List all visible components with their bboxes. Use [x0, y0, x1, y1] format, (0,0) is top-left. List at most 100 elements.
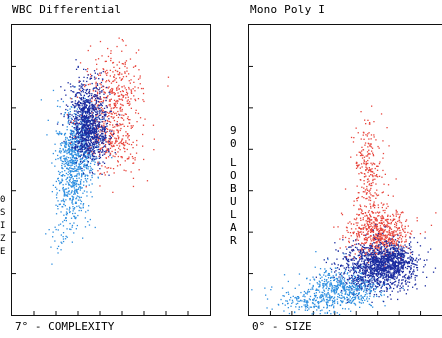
scatter-point [371, 259, 373, 261]
scatter-point [95, 101, 98, 103]
scatter-point [333, 310, 335, 313]
scatter-point [92, 115, 94, 117]
scatter-point [116, 144, 118, 146]
scatter-point [308, 298, 311, 300]
scatter-point [370, 291, 372, 293]
scatter-point [297, 296, 299, 298]
scatter-point [86, 117, 88, 119]
scatter-point [61, 242, 63, 244]
scatter-point [80, 131, 82, 133]
scatter-point [381, 176, 383, 178]
scatter-point [133, 75, 135, 77]
scatter-point [325, 270, 327, 272]
scatter-point [72, 210, 74, 212]
scatter-point [77, 103, 80, 106]
scatter-point [329, 267, 332, 269]
scatter-point [70, 148, 72, 151]
scatter-point [77, 168, 79, 170]
scatter-point [88, 102, 90, 104]
scatter-point [92, 128, 95, 130]
scatter-point [125, 44, 127, 47]
scatter-point [395, 178, 397, 180]
scatter-point [84, 92, 87, 94]
scatter-point [101, 79, 104, 82]
scatter-point [82, 111, 84, 113]
scatter-point [381, 233, 383, 235]
scatter-point [379, 211, 381, 213]
scatter-point [85, 124, 87, 126]
scatter-point [86, 136, 88, 138]
scatter-point [335, 267, 337, 269]
scatter-point [80, 97, 82, 100]
scatter-point [66, 176, 69, 179]
scatter-point [81, 126, 83, 128]
scatter-point [380, 220, 382, 222]
scatter-point [98, 137, 100, 140]
scatter-point [295, 303, 297, 305]
scatter-point [354, 294, 356, 296]
scatter-point [351, 280, 353, 282]
scatter-point [115, 124, 117, 126]
scatter-point [82, 108, 84, 111]
scatter-point [85, 137, 87, 139]
scatter-point [353, 200, 355, 202]
scatter-point [372, 154, 374, 156]
scatter-point [118, 88, 120, 90]
scatter-point [79, 156, 81, 158]
scatter-point [368, 183, 371, 185]
scatter-point [87, 155, 89, 157]
scatter-point [97, 142, 99, 144]
scatter-point [361, 254, 363, 256]
scatter-point [72, 186, 74, 188]
scatter-point [97, 112, 99, 114]
scatter-point [84, 115, 87, 118]
scatter-point [355, 219, 357, 221]
scatter-point [116, 129, 118, 131]
scatter-point [91, 154, 94, 156]
scatter-point [107, 128, 109, 130]
scatter-point [90, 77, 93, 79]
scatter-point [80, 111, 82, 113]
scatter-point [98, 101, 100, 103]
scatter-point [118, 95, 121, 97]
scatter-point [330, 282, 332, 284]
scatter-point [315, 288, 318, 290]
scatter-point [320, 296, 322, 299]
scatter-point [100, 147, 102, 149]
scatter-point [107, 141, 109, 144]
scatter-point [77, 65, 79, 68]
scatter-point [353, 249, 355, 252]
scatter-point [73, 121, 76, 123]
scatter-point [84, 175, 86, 177]
scatter-point [395, 243, 398, 246]
scatter-point [71, 224, 74, 227]
scatter-point [341, 214, 344, 216]
scatter-point [72, 197, 74, 200]
scatter-point [101, 126, 103, 128]
scatter-point [106, 116, 109, 118]
scatter-point [346, 273, 348, 275]
scatter-point [400, 234, 402, 236]
scatter-point [92, 136, 94, 138]
scatter-point [82, 123, 84, 126]
scatter-point [79, 114, 81, 116]
scatter-point [384, 258, 386, 260]
scatter-point [83, 100, 85, 102]
scatter-point [381, 285, 383, 288]
scatter-point [339, 294, 341, 296]
scatter-point [380, 275, 382, 277]
scatter-point [129, 153, 132, 155]
scatter-point [86, 119, 88, 121]
scatter-point [347, 231, 349, 233]
scatter-point [54, 150, 57, 152]
scatter-point [356, 200, 358, 202]
scatter-point [384, 173, 386, 175]
y-label-char: L [230, 156, 237, 169]
scatter-point [80, 140, 83, 143]
scatter-point [295, 296, 297, 299]
scatter-point [376, 242, 378, 244]
scatter-point [93, 160, 95, 162]
scatter-point [122, 96, 124, 98]
scatter-point [108, 118, 110, 120]
scatter-point [71, 241, 73, 243]
